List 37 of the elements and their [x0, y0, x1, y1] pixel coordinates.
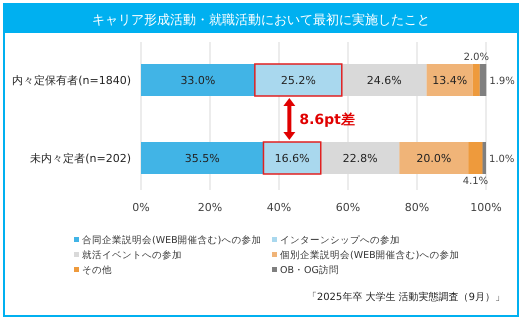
- bar: [482, 142, 486, 174]
- y-tick-label: 内々定保有者(n=1840): [12, 74, 131, 87]
- bar: [468, 142, 483, 174]
- x-tick-label: 100%: [470, 201, 502, 214]
- data-label: 35.5%: [184, 152, 220, 165]
- data-label: 1.9%: [489, 76, 515, 87]
- x-tick-label: 40%: [266, 201, 292, 214]
- legend-label: その他: [82, 264, 112, 276]
- data-label: 24.6%: [366, 74, 402, 87]
- data-label: 25.2%: [280, 74, 316, 87]
- bar: [472, 64, 480, 96]
- data-label: 4.1%: [462, 176, 488, 187]
- legend-label: 就活イベントへの参加: [82, 249, 182, 261]
- chart-title: キャリア形成活動・就職活動において最初に実施したこと: [92, 12, 430, 28]
- bar: [426, 64, 473, 96]
- x-tick-label: 20%: [198, 201, 222, 214]
- data-label: 20.0%: [416, 152, 452, 165]
- data-label: 22.8%: [342, 152, 378, 165]
- bar: [141, 64, 255, 96]
- bar: [399, 142, 468, 174]
- data-label: 16.6%: [274, 152, 310, 165]
- legend-label: インターンシップへの参加: [280, 234, 400, 246]
- bar: [141, 142, 264, 174]
- annotation: 8.6pt差: [299, 112, 355, 128]
- x-tick-label: 60%: [336, 201, 360, 214]
- bar: [480, 64, 486, 96]
- legend-label: 個別企業説明会(WEB開催含む)への参加: [280, 249, 460, 261]
- legend-label: OB・OG訪問: [280, 264, 339, 276]
- x-tick-label: 0%: [132, 201, 150, 214]
- legend-label: 合同企業説明会(WEB開催含む)への参加: [82, 234, 262, 246]
- y-tick-label: 未内々定者(n=202): [30, 152, 131, 165]
- text: 「2025年卒 大学生 活動実態調査（9月）」: [306, 291, 505, 303]
- data-label: 13.4%: [432, 74, 468, 87]
- data-label: 1.0%: [489, 154, 514, 165]
- data-label: 33.0%: [180, 74, 216, 87]
- x-tick-label: 80%: [404, 201, 430, 214]
- data-label: 2.0%: [464, 52, 490, 63]
